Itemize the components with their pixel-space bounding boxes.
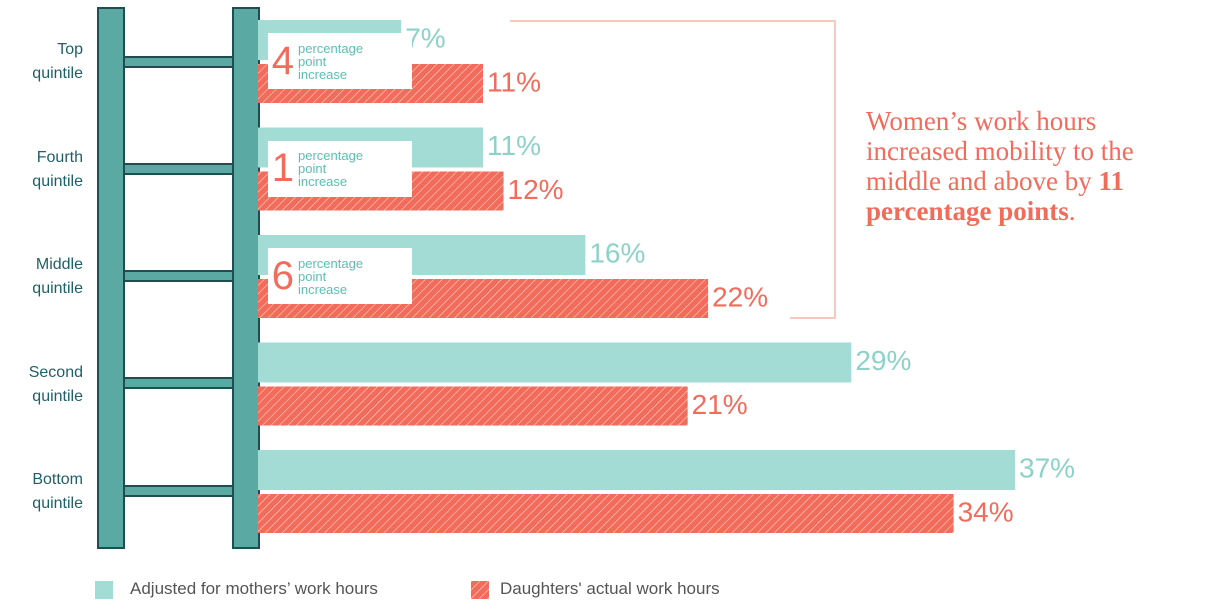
- value-label: 12%: [508, 174, 564, 205]
- category-label: Bottom quintile: [32, 471, 83, 512]
- value-label: 11%: [487, 130, 541, 161]
- bar: [258, 450, 1015, 490]
- annotation-text: percentage point increase: [298, 40, 364, 82]
- callout-text: Women’s work hours increased mobility to…: [866, 106, 1134, 196]
- value-label: 34%: [958, 496, 1014, 527]
- annotation-value: 4: [271, 38, 294, 83]
- annotation: 6 percentage point increase: [268, 248, 412, 304]
- annotation-value: 1: [271, 146, 294, 190]
- ladder: [97, 7, 260, 549]
- bar: [258, 342, 852, 383]
- bracket: [510, 20, 836, 319]
- value-label: 16%: [589, 237, 645, 268]
- annotation: 4 percentage point increase: [268, 33, 412, 89]
- annotation-text: percentage point increase: [298, 255, 364, 297]
- category-label: Middle quintile: [32, 256, 83, 297]
- legend-label: Daughters' actual work hours: [500, 579, 720, 598]
- callout-end: .: [1068, 196, 1076, 226]
- value-label: 11%: [487, 66, 541, 97]
- annotation-text: percentage point increase: [298, 148, 364, 189]
- value-label: 21%: [692, 389, 748, 420]
- bar: [258, 494, 954, 533]
- category-label: Second quintile: [28, 363, 83, 405]
- annotation-value: 6: [271, 253, 294, 298]
- category-label: Fourth quintile: [32, 148, 83, 190]
- legend-label: Adjusted for mothers’ work hours: [130, 579, 378, 598]
- category-label: Top quintile: [32, 41, 83, 82]
- callout-emphasis: 11 percentage points: [866, 166, 1124, 226]
- value-label: 37%: [1019, 452, 1075, 483]
- callout: Women’s work hours increased mobility to…: [866, 106, 1201, 226]
- value-label: 29%: [855, 345, 911, 376]
- legend-swatch: [471, 581, 489, 599]
- bar: [258, 386, 688, 426]
- legend-swatch: [95, 581, 113, 599]
- annotation: 1 percentage point increase: [268, 140, 412, 197]
- value-label: 22%: [712, 281, 768, 312]
